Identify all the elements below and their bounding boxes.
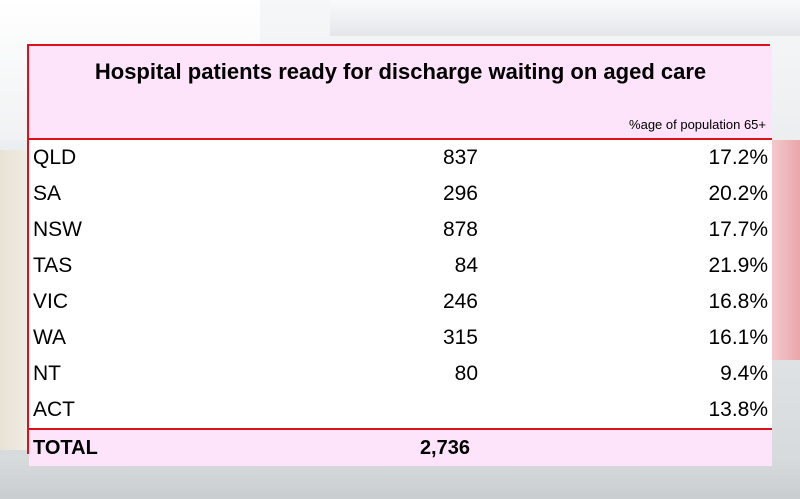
table-row: SA 296 20.2% xyxy=(29,176,773,212)
table-row: ACT 13.8% xyxy=(29,392,773,429)
table-row: QLD 837 17.2% xyxy=(29,139,773,176)
pct-cell: 17.7% xyxy=(484,212,773,248)
patients-cell: 296 xyxy=(189,176,484,212)
state-cell: NT xyxy=(29,356,189,392)
total-value: 2,736 xyxy=(189,428,484,466)
table-title: Hospital patients ready for discharge wa… xyxy=(29,46,773,98)
discharge-table-panel: Hospital patients ready for discharge wa… xyxy=(27,44,773,466)
discharge-table: Hospital patients ready for discharge wa… xyxy=(29,46,773,466)
state-cell: QLD xyxy=(29,139,189,176)
column-header-state xyxy=(29,98,189,140)
background-ceiling-rail xyxy=(330,0,800,36)
pct-cell: 9.4% xyxy=(484,356,773,392)
total-label: TOTAL xyxy=(29,428,189,466)
patients-cell: 246 xyxy=(189,284,484,320)
patients-cell: 80 xyxy=(189,356,484,392)
table-row: TAS 84 21.9% xyxy=(29,248,773,284)
table-row: VIC 246 16.8% xyxy=(29,284,773,320)
background-curtain-left xyxy=(0,150,30,450)
patients-cell: 315 xyxy=(189,320,484,356)
state-cell: ACT xyxy=(29,392,189,429)
pct-cell: 20.2% xyxy=(484,176,773,212)
column-header-patients xyxy=(189,98,484,140)
pct-cell: 17.2% xyxy=(484,139,773,176)
column-header-pct: %age of population 65+ xyxy=(484,98,773,140)
background-curtain-right xyxy=(772,140,800,360)
state-cell: TAS xyxy=(29,248,189,284)
table-row: WA 315 16.1% xyxy=(29,320,773,356)
patients-cell: 878 xyxy=(189,212,484,248)
patients-cell xyxy=(189,392,484,429)
table-title-row: Hospital patients ready for discharge wa… xyxy=(29,46,773,98)
patients-cell: 837 xyxy=(189,139,484,176)
state-cell: NSW xyxy=(29,212,189,248)
state-cell: SA xyxy=(29,176,189,212)
patients-cell: 84 xyxy=(189,248,484,284)
pct-cell: 16.8% xyxy=(484,284,773,320)
total-row: TOTAL 2,736 xyxy=(29,428,773,466)
pct-cell: 16.1% xyxy=(484,320,773,356)
table-row: NSW 878 17.7% xyxy=(29,212,773,248)
table-row: NT 80 9.4% xyxy=(29,356,773,392)
pct-cell: 21.9% xyxy=(484,248,773,284)
pct-cell: 13.8% xyxy=(484,392,773,429)
column-header-row: %age of population 65+ xyxy=(29,98,773,140)
total-pct-empty xyxy=(484,428,773,466)
state-cell: WA xyxy=(29,320,189,356)
state-cell: VIC xyxy=(29,284,189,320)
